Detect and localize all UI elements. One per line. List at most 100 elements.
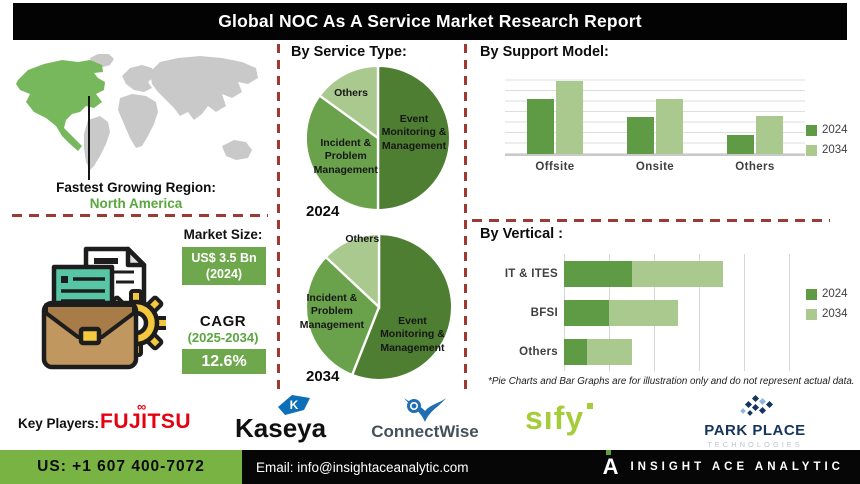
footer-email: Email: info@insightaceanalytic.com [256,459,469,475]
kaseya-icon: K [278,395,310,415]
map-pointer-line [88,96,90,180]
pie-slice-label: Event Monitoring & Management [381,112,447,152]
hbar-segment-2024 [564,299,610,326]
parkplace-logo-text: PARK PLACE [704,422,806,439]
sify-logo: sıfy [525,400,594,437]
pie-slice [350,232,454,382]
fastest-growing-region-heading: Fastest Growing Region: [56,180,216,195]
legend-swatch [806,288,817,300]
bar-category-label: Offsite [535,161,575,173]
parkplace-logo: PARK PLACE TECHNOLOGIES [685,394,825,449]
support-model-categories: Offsite Onsite Others [505,161,805,173]
map-australia [222,140,252,160]
pie-slice-label: Incident & Problem Management [313,136,378,176]
pie-year-label-2024: 2024 [306,203,340,220]
hbar-category-label: IT & ITES [504,267,558,280]
hbar-segment-2034 [632,260,724,287]
bar-category-label: Others [735,161,775,173]
hbar-track [564,299,814,326]
insightace-green-dot-icon [605,450,611,455]
hbar-category-label: Others [519,345,558,358]
legend-label: 2024 [822,124,848,136]
title-bar: Global NOC As A Service Market Research … [13,3,847,40]
kaseya-logo-text: Kaseya [235,413,327,443]
bar-2034 [756,116,783,154]
map-asia [150,56,258,120]
hbar-track [564,338,814,365]
pie-slice [376,64,452,212]
parkplace-dots-icon [740,394,774,416]
vertical-chart: IT & ITES BFSI Others [480,254,820,372]
pie-slice-label: Event Monitoring & Management [380,314,445,354]
bar-2034 [556,80,583,154]
bar-group [526,70,584,154]
divider-vertical-right [464,44,467,392]
bar-category-label: Onsite [635,161,675,173]
map-north-america-highlight [16,60,105,151]
support-model-chart: Offsite Onsite Others [505,70,805,182]
cagr-value-box: 12.6% [182,349,266,374]
hbar-row: Others [480,332,820,371]
hbar-segment-2024 [564,338,587,365]
key-players-heading: Key Players: [18,416,100,431]
market-size-heading: Market Size: [183,227,263,242]
section-title-service-type: By Service Type: [291,44,407,60]
sify-logo-text: sıfy [525,400,585,436]
market-size-year: (2024) [205,267,243,281]
chart-footnote: *Pie Charts and Bar Graphs are for illus… [488,376,855,387]
map-south-america [84,116,110,170]
connectwise-icon [404,398,446,422]
map-africa [118,94,158,148]
connectwise-logo-text: ConnectWise [371,422,479,441]
hbar-row: IT & ITES [480,254,820,293]
pie-slice [304,93,380,212]
insightace-logo: A INSIGHT ACE ANALYTIC [602,450,860,479]
bar-2024 [527,99,554,154]
map-europe [122,65,155,92]
pie-chart-2034: Event Monitoring & Management Incident & … [300,231,455,383]
fujitsu-logo: ∞ FUJITSU [100,399,192,434]
divider-vertical-left [277,44,280,392]
pie-year-label-2034: 2034 [306,368,340,385]
market-size-value: US$ 3.5 Bn [191,250,257,265]
market-size-value-box: US$ 3.5 Bn (2024) [182,247,266,285]
footer-phone: US: +1 607 400-7072 [37,458,205,475]
insightace-a-icon: A [602,450,619,479]
briefcase-icon [41,300,139,370]
svg-text:K: K [290,398,299,412]
pie-svg [304,232,454,382]
hbar-track [564,260,814,287]
pie-slice [304,255,381,377]
fujitsu-logo-text: FUJITSU [100,410,192,433]
pie-slice [324,232,381,310]
legend-item: 2024 [806,288,848,300]
legend-label: 2024 [822,288,848,300]
divider-horizontal-right [472,219,830,222]
insightace-a-letter: A [602,454,619,479]
cagr-period: (2025-2034) [187,330,259,345]
bar-2034 [656,99,683,154]
insightace-brand-text: INSIGHT ACE ANALYTIC [630,461,844,473]
legend-item: 2034 [806,308,848,320]
report-title: Global NOC As A Service Market Research … [218,11,642,31]
cagr-heading: CAGR [199,313,247,330]
section-title-support-model: By Support Model: [480,44,609,60]
footer-phone-box: US: +1 607 400-7072 [0,450,242,484]
support-model-plot [505,70,805,156]
world-map [16,54,258,170]
pie-slice-label: Others [334,87,368,99]
support-model-legend: 2024 2034 [806,124,848,156]
pie-slice-label: Incident & Problem Management [299,291,364,332]
legend-item: 2024 [806,124,848,136]
fastest-growing-region-value: North America [89,196,183,211]
pie-chart-2024: Event Monitoring & Management Incident & … [303,63,453,213]
pie-slice-label: Others [345,232,380,245]
legend-label: 2034 [822,144,848,156]
hbar-segment-2024 [564,260,633,287]
bar-2024 [627,117,654,154]
hbar-segment-2034 [609,299,678,326]
footer-bar: Email: info@insightaceanalytic.com A INS… [242,450,860,484]
section-title-vertical: By Vertical : [480,226,564,242]
briefcase-illustration [41,246,166,370]
legend-label: 2034 [822,308,848,320]
